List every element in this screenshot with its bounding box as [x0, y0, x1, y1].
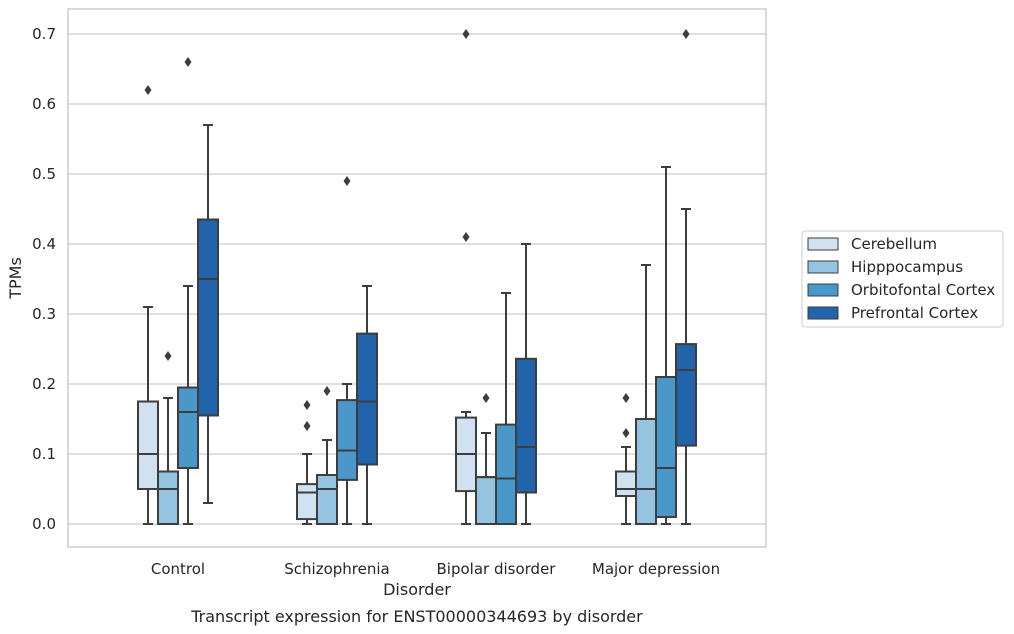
y-tick-label: 0.1 [32, 445, 56, 463]
box-body [197, 218, 219, 417]
legend-swatch [807, 306, 839, 320]
y-axis-label: TPMs [6, 257, 25, 300]
x-tick-label: Control [151, 560, 205, 578]
box-body [296, 483, 318, 521]
outlier-point [462, 232, 470, 242]
box-0-1 [296, 400, 318, 525]
box-1-1 [316, 386, 338, 525]
box-body [615, 470, 637, 497]
legend-label: Prefrontal Cortex [851, 304, 978, 322]
box-body [495, 423, 517, 526]
y-tick-label: 0.7 [32, 25, 56, 43]
chart-title: Transcript expression for ENST0000034469… [190, 607, 643, 626]
outlier-point [462, 29, 470, 39]
x-tick-label: Major depression [592, 560, 720, 578]
plot-frame [67, 8, 767, 548]
box-3-0 [197, 124, 219, 504]
outlier-point [323, 386, 331, 396]
outlier-point [343, 176, 351, 186]
outlier-point [682, 29, 690, 39]
legend-swatch [807, 237, 839, 251]
legend-swatch [807, 260, 839, 274]
box-3-2 [515, 243, 537, 525]
box-body [635, 418, 657, 525]
box-3-1 [356, 285, 378, 525]
y-axis: 0.0 0.1 0.2 0.3 0.4 0.5 0.6 0.7 [32, 25, 56, 533]
box-1-0 [157, 351, 179, 525]
box-3-3 [675, 29, 697, 525]
x-axis-label: Disorder [383, 580, 451, 599]
box-body [336, 399, 358, 481]
y-tick-label: 0.5 [32, 165, 56, 183]
legend: Cerebellum Hipppocampus Orbitofontal Corte… [801, 230, 1004, 328]
outlier-point [303, 421, 311, 431]
y-tick-label: 0.6 [32, 95, 56, 113]
box-body [356, 332, 378, 466]
box-0-0 [137, 85, 159, 525]
y-tick-label: 0.3 [32, 305, 56, 323]
x-axis: Control Schizophrenia Bipolar disorder Majo… [151, 560, 720, 578]
box-body [316, 474, 338, 525]
legend-frame [801, 230, 1004, 328]
y-tick-label: 0.4 [32, 235, 56, 253]
box-0-2 [455, 29, 477, 525]
outlier-point [482, 393, 490, 403]
box-body [655, 376, 677, 518]
box-body [157, 470, 179, 525]
legend-label: Orbitofontal Cortex [851, 281, 995, 299]
x-tick-label: Bipolar disorder [437, 560, 557, 578]
outlier-point [622, 393, 630, 403]
outlier-point [303, 400, 311, 410]
outlier-point [144, 85, 152, 95]
y-tick-label: 0.0 [32, 515, 56, 533]
box-2-3 [655, 166, 677, 525]
legend-label: Hipppocampus [851, 258, 963, 276]
y-tick-label: 0.2 [32, 375, 56, 393]
box-body [137, 400, 159, 490]
outlier-point [164, 351, 172, 361]
x-tick-label: Schizophrenia [284, 560, 389, 578]
plot-area [137, 29, 697, 526]
box-body [475, 476, 497, 526]
outlier-point [622, 428, 630, 438]
box-2-0 [177, 57, 199, 525]
box-1-3 [635, 264, 657, 525]
outlier-point [184, 57, 192, 67]
box-body [675, 343, 697, 447]
box-body [515, 357, 537, 494]
legend-label: Cerebellum [851, 235, 937, 253]
legend-swatch [807, 283, 839, 297]
box-body [177, 386, 199, 469]
